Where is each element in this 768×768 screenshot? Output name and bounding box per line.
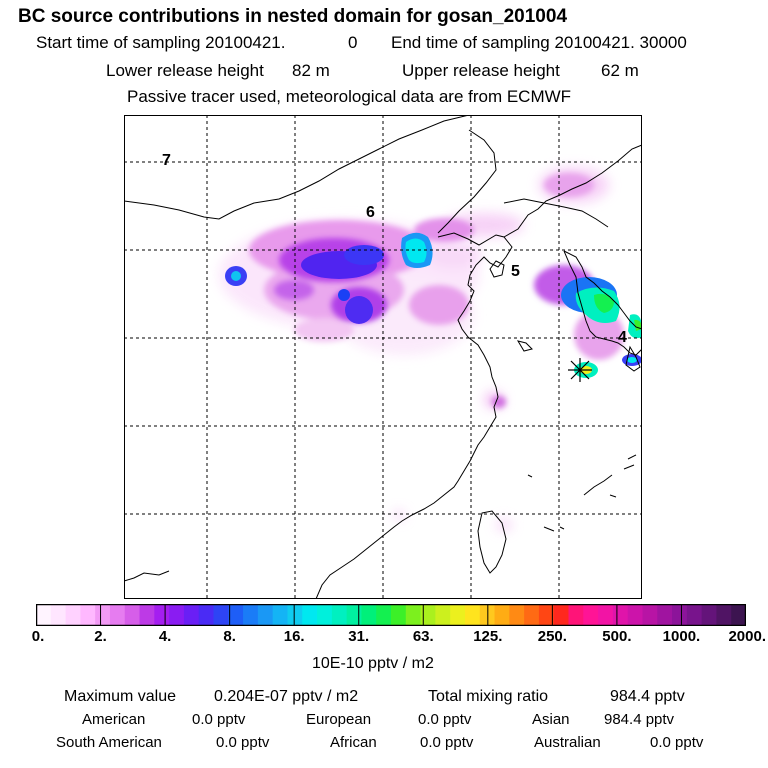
colorbar-cell <box>538 604 555 626</box>
contribution-value: 0.0 pptv <box>420 734 474 751</box>
colorbar-cell <box>272 604 289 626</box>
start-time-label: Start time of sampling 20100421. <box>36 33 286 52</box>
contribution-value: 984.4 pptv <box>604 711 675 728</box>
colorbar-cell <box>598 604 614 626</box>
contribution-name: Asian <box>532 711 570 728</box>
region-label: 4 <box>618 329 627 346</box>
colorbar-cell <box>50 604 67 626</box>
colorbar-cell <box>243 604 259 626</box>
coastline-layer <box>124 115 642 599</box>
colorbar-cell <box>391 604 407 626</box>
colorbar-cell <box>583 604 599 626</box>
colorbar-cell <box>642 604 658 626</box>
colorbar-cell <box>731 604 746 626</box>
colorbar-cell <box>95 604 111 626</box>
total-mixing-label: Total mixing ratio <box>428 688 549 705</box>
colorbar-tick-label: 125. <box>473 628 503 645</box>
colorbar-cell <box>124 604 141 626</box>
colorbar-tick-label: 250. <box>537 628 567 645</box>
colorbar-cell <box>686 604 703 626</box>
colorbar-cell <box>405 604 422 626</box>
colorbar-tick-label: 8. <box>223 628 236 645</box>
contribution-name: Australian <box>534 734 601 751</box>
colorbar-cell <box>627 604 644 626</box>
colorbar-cell <box>183 604 200 626</box>
colorbar-cell <box>553 604 570 626</box>
colorbar-tick-label: 16. <box>283 628 305 645</box>
colorbar-cell <box>716 604 732 626</box>
colorbar-cell <box>154 604 170 626</box>
lower-height-label: Lower release height <box>106 61 264 80</box>
colorbar-cell <box>672 604 688 626</box>
upper-height-value: 62 m <box>601 61 639 80</box>
colorbar-cell <box>169 604 185 626</box>
colorbar-cell <box>420 604 436 626</box>
colorbar-cell <box>494 604 510 626</box>
colorbar-cell <box>36 604 52 626</box>
colorbar-cell <box>287 604 303 626</box>
total-mixing-value: 984.4 pptv <box>610 688 685 705</box>
region-label: 5 <box>511 263 520 280</box>
colorbar-tick-label: 63. <box>412 628 434 645</box>
concentration-map: 7 6 5 4 <box>124 115 642 599</box>
colorbar-cell <box>450 604 466 626</box>
graticule <box>124 115 642 599</box>
colorbar-cell <box>612 604 629 626</box>
end-time-label: End time of sampling 20100421. 30000 <box>391 33 687 52</box>
colorbar-cell <box>509 604 525 626</box>
colorbar-cell <box>657 604 673 626</box>
contribution-name: African <box>330 734 377 751</box>
upper-height-label: Upper release height <box>402 61 560 80</box>
colorbar-unit: 10E-10 pptv / m2 <box>312 655 434 672</box>
colorbar-cell <box>701 604 718 626</box>
contribution-value: 0.0 pptv <box>650 734 704 751</box>
map-frame <box>124 115 642 599</box>
colorbar-cell <box>331 604 348 626</box>
colorbar-cell <box>464 604 481 626</box>
region-label: 6 <box>366 204 375 221</box>
colorbar-tick-label: 2. <box>94 628 107 645</box>
contribution-name: European <box>306 711 372 728</box>
color-scale-bar <box>36 604 746 626</box>
colorbar-cell <box>376 604 392 626</box>
colorbar-tick-label: 4. <box>158 628 172 645</box>
colorbar-cell <box>524 604 540 626</box>
colorbar-cell <box>257 604 274 626</box>
max-value-label: Maximum value <box>64 688 177 705</box>
colorbar-tick-label: 2000. <box>728 628 766 645</box>
colorbar-cell <box>302 604 318 626</box>
colorbar-cell <box>139 604 155 626</box>
colorbar-cell <box>361 604 377 626</box>
plume-layer <box>219 167 642 531</box>
contribution-name: American <box>82 711 146 728</box>
colorbar-cell <box>198 604 215 626</box>
colorbar-cell <box>228 604 244 626</box>
colorbar-cell <box>80 604 96 626</box>
colorbar-cell <box>435 604 451 626</box>
colorbar-cell <box>346 604 363 626</box>
colorbar-cell <box>213 604 229 626</box>
contribution-name: South American <box>56 734 162 751</box>
tracer-info: Passive tracer used, meteorological data… <box>127 87 572 106</box>
colorbar-tick-label: 1000. <box>662 628 701 645</box>
contribution-value: 0.0 pptv <box>192 711 246 728</box>
lower-height-value: 82 m <box>292 61 330 80</box>
colorbar-tick-label: 31. <box>348 628 370 645</box>
contribution-value: 0.0 pptv <box>418 711 472 728</box>
colorbar-cell <box>568 604 584 626</box>
contribution-value: 0.0 pptv <box>216 734 270 751</box>
max-value: 0.204E-07 pptv / m2 <box>214 688 359 705</box>
colorbar-cell <box>317 604 333 626</box>
map-title: BC source contributions in nested domain… <box>18 6 568 27</box>
region-label: 7 <box>162 152 171 169</box>
start-time-value: 0 <box>348 33 358 52</box>
colorbar-tick-label: 0. <box>31 628 45 645</box>
colorbar-cell <box>109 604 126 626</box>
colorbar-cell <box>65 604 81 626</box>
receptor-marker <box>568 358 592 382</box>
colorbar-tick-label: 500. <box>602 628 632 645</box>
